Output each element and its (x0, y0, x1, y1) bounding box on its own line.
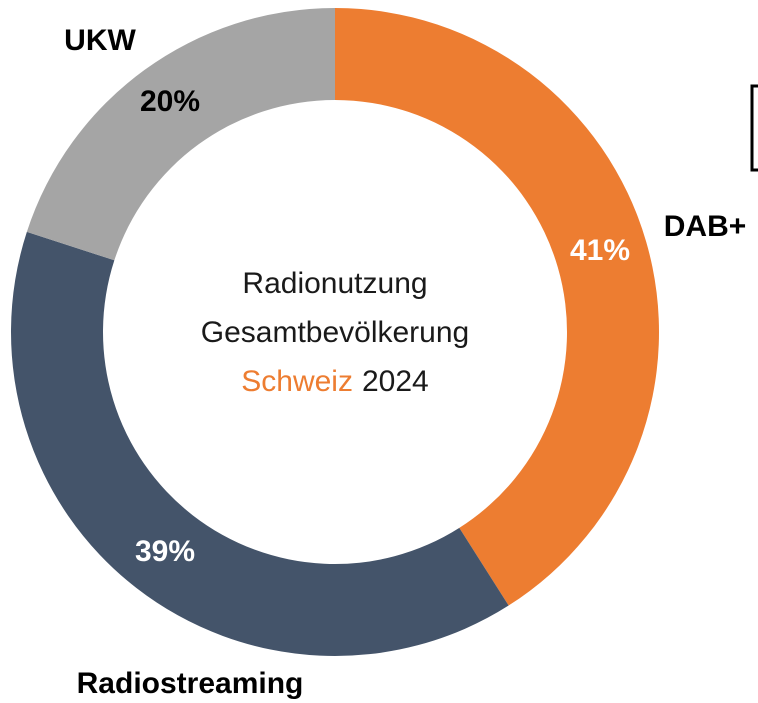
donut-segment (335, 8, 659, 606)
value-label: 20% (140, 85, 200, 118)
category-label: Radiostreaming (77, 667, 304, 700)
center-title: Gesamtbevölkerung (201, 316, 469, 349)
center-title: Schweiz 2024 (241, 365, 428, 398)
donut-segment (10, 231, 509, 657)
center-year: 2024 (362, 365, 429, 398)
center-highlight: Schweiz (241, 365, 353, 398)
category-label: UKW (64, 24, 136, 57)
category-label: DAB+ (664, 210, 747, 243)
value-label: 41% (570, 234, 630, 267)
value-label: 39% (135, 535, 195, 568)
cropped-frame (750, 84, 758, 172)
donut-segment (26, 8, 335, 261)
center-title: Radionutzung (242, 267, 427, 300)
